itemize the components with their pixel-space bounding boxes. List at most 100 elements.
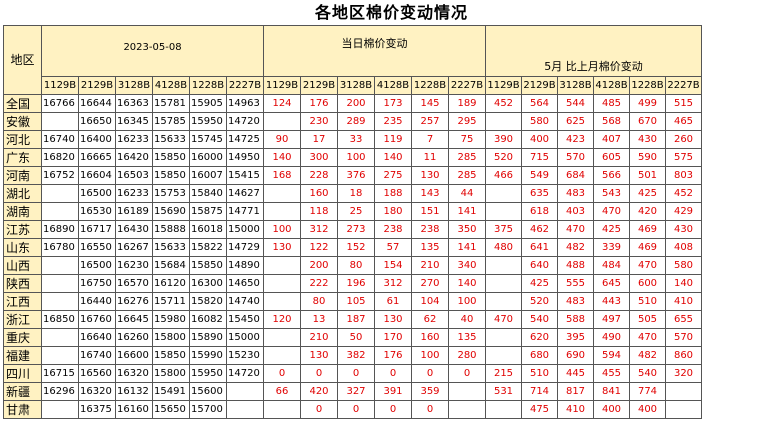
monthly-change-cell: 425 [629,184,666,203]
price-cell: 16230 [115,256,153,275]
table-row: 湖南 16530 16189 15690 15875 14771 118 25 180 151 14… [3,202,702,221]
monthly-change-cell: 443 [593,292,630,311]
monthly-change-cell: 520 [521,292,558,311]
monthly-change-cell: 462 [521,220,558,239]
daily-change-cell: 210 [300,328,338,347]
monthly-change-cell: 482 [629,346,666,365]
monthly-change-cell: 641 [521,238,558,257]
daily-change-cell: 210 [411,256,449,275]
table-row: 湖北 16500 16233 15753 15840 14627 160 18 188 143 44… [3,184,702,203]
region-cell: 甘肃 [3,400,42,419]
daily-change-cell: 420 [300,382,338,401]
monthly-change-cell: 260 [665,130,702,149]
daily-change-cell: 230 [300,112,338,131]
price-cell: 15850 [152,148,190,167]
daily-change-cell: 280 [448,346,486,365]
grade-code-header: 3128B [337,76,375,95]
monthly-change-cell: 594 [593,346,630,365]
daily-change-cell: 327 [337,382,375,401]
monthly-change-cell: 803 [665,166,702,185]
grade-code-header: 1129B [41,76,79,95]
price-cell: 16665 [78,148,116,167]
grade-code-row: 1129B 2129B 3128B 4128B 1228B 2227B 1129B 2129B… [4,76,702,95]
daily-change-cell [263,346,301,365]
daily-change-cell [263,400,301,419]
table-row: 浙江 16850 16760 16645 15980 16082 15450 120 13 187… [3,310,702,329]
price-cell: 16890 [41,220,79,239]
monthly-change-cell: 475 [521,400,558,419]
region-cell: 湖南 [3,202,42,221]
monthly-change-cell: 549 [521,166,558,185]
daily-change-cell: 0 [411,364,449,383]
region-cell: 新疆 [3,382,42,401]
region-cell: 安徽 [3,112,42,131]
price-cell: 15820 [189,292,227,311]
price-cell: 15890 [189,328,227,347]
daily-change-cell: 187 [337,310,375,329]
daily-change-cell: 340 [448,256,486,275]
grade-code-header: 4128B [152,76,190,95]
price-cell: 14725 [226,130,264,149]
price-cell: 15000 [226,220,264,239]
price-cell: 15600 [189,382,227,401]
daily-change-cell: 100 [448,292,486,311]
daily-change-cell: 13 [300,310,338,329]
price-cell: 15650 [152,400,190,419]
price-cell: 16018 [189,220,227,239]
price-cell: 16644 [78,94,116,113]
cotton-price-table: 地区 2023-05-08 当日棉价变动 5月 比上月棉价变动 1129B 212… [3,25,702,419]
price-cell: 16296 [41,382,79,401]
daily-change-cell: 33 [337,130,375,149]
region-cell: 山东 [3,238,42,257]
table-row: 河南 16752 16604 16503 15850 16007 15415 168 228 37… [3,166,702,185]
daily-change-cell: 180 [374,202,412,221]
monthly-change-cell: 480 [485,238,522,257]
monthly-change-cell: 466 [485,166,522,185]
daily-change-cell: 285 [448,166,486,185]
monthly-change-cell: 570 [557,148,594,167]
monthly-change-cell: 680 [521,346,558,365]
monthly-change-cell: 670 [629,112,666,131]
price-cell: 14950 [226,148,264,167]
daily-change-cell: 312 [300,220,338,239]
price-cell: 15230 [226,346,264,365]
daily-change-cell: 350 [448,220,486,239]
date-header: 2023-05-08 [41,25,264,77]
price-cell: 16000 [189,148,227,167]
daily-change-cell: 130 [263,238,301,257]
price-cell: 15491 [152,382,190,401]
monthly-change-cell: 429 [665,202,702,221]
region-cell: 福建 [3,346,42,365]
price-cell: 16120 [152,274,190,293]
daily-change-cell: 0 [374,400,412,419]
grade-code-header: 3128B [557,76,594,95]
daily-change-cell [263,328,301,347]
monthly-change-cell: 215 [485,364,522,383]
monthly-change-cell: 505 [629,310,666,329]
daily-change-cell: 17 [300,130,338,149]
monthly-change-cell: 470 [629,256,666,275]
grade-code-header: 2129B [300,76,338,95]
monthly-change-cell: 339 [593,238,630,257]
table-row: 重庆 16640 16260 15800 15890 15000 210 50 170 160 13… [3,328,702,347]
monthly-change-cell: 484 [593,256,630,275]
price-cell [41,400,79,419]
price-cell: 16082 [189,310,227,329]
price-cell: 16300 [189,274,227,293]
price-cell: 16717 [78,220,116,239]
daily-change-cell [263,184,301,203]
daily-change-cell: 135 [411,238,449,257]
region-cell: 江苏 [3,220,42,239]
price-cell: 15800 [152,364,190,383]
daily-change-cell: 238 [374,220,412,239]
monthly-change-cell: 470 [593,202,630,221]
table-row: 新疆 16296 16320 16132 15491 15600 66 420 327 391 35… [3,382,702,401]
monthly-change-cell: 570 [665,328,702,347]
monthly-change-cell: 423 [557,130,594,149]
table-body: 全国 16766 16644 16363 15781 15905 14963 124 176 20… [3,94,702,419]
daily-change-cell: 25 [337,202,375,221]
table-row: 河北 16740 16400 16233 15633 15745 14725 90 17 33 11… [3,130,702,149]
daily-change-cell: 124 [263,94,301,113]
price-cell [41,202,79,221]
price-cell: 16530 [78,202,116,221]
